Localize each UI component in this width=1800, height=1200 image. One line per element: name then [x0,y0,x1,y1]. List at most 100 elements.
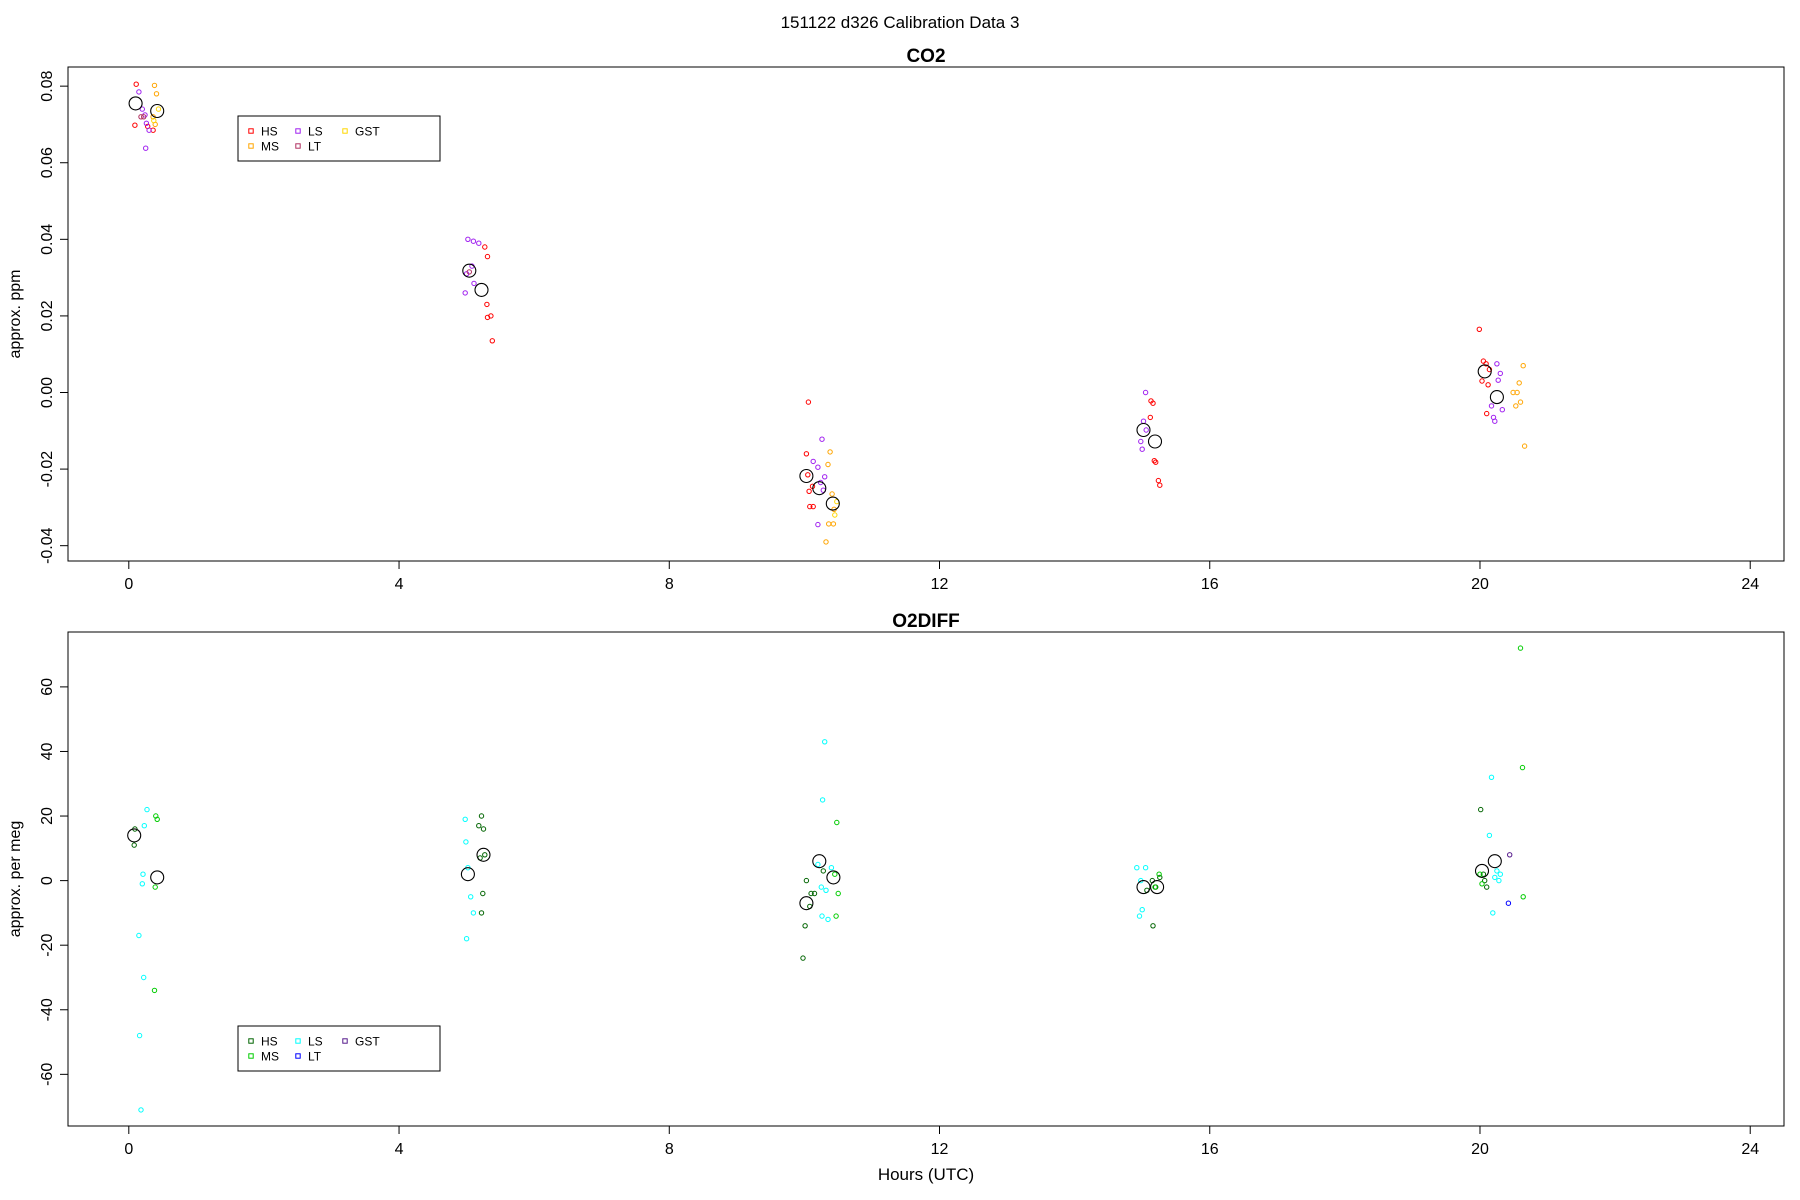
x-tick-label: 12 [931,1141,949,1158]
mean-point [812,481,827,496]
data-point [1494,361,1500,367]
mean-point [128,96,143,111]
data-point [806,488,812,494]
data-point [482,852,488,858]
mean-point [476,847,491,862]
mean-point [460,867,475,882]
data-point [151,987,158,994]
data-point [468,894,474,900]
data-point [810,458,816,465]
data-point [1151,458,1158,464]
x-tick-label: 24 [1741,576,1759,593]
data-point [152,884,158,890]
data-point [1497,370,1504,377]
data-point [1479,378,1485,384]
data-point [819,913,825,919]
data-point [139,881,146,887]
data-point [141,114,147,120]
x-tick-label: 8 [665,576,674,593]
data-point [139,106,146,112]
data-point [1514,389,1520,396]
data-point [827,449,833,455]
legend-swatch [342,128,348,134]
x-tick-label: 24 [1741,1141,1759,1158]
data-point [815,861,821,868]
data-point [462,290,468,296]
data-point [482,244,488,250]
data-point [462,816,468,822]
data-point [805,472,811,478]
plot-frame [67,66,1785,562]
y-tick-label: 20 [39,807,56,825]
x-tick-label: 20 [1471,1141,1489,1158]
data-point [822,739,828,745]
y-tick-label: 0.08 [39,70,56,101]
data-point [1494,868,1500,874]
data-point [1496,877,1502,884]
y-tick-label: 0.00 [39,377,56,408]
data-point [834,819,840,826]
data-point [802,923,808,929]
y-axis-label: approx. per meg [7,821,24,938]
legend-label: LS [308,1035,323,1049]
data-point [1517,645,1524,651]
data-point [1140,418,1147,424]
data-point [823,539,829,545]
data-point [466,269,472,275]
data-point [1143,427,1149,433]
data-point [151,82,158,89]
data-point [465,236,471,243]
x-tick-label: 8 [665,1141,674,1158]
mean-point [127,828,142,843]
mean-point [1477,364,1492,379]
data-point [808,890,814,897]
legend-label: HS [261,1035,278,1049]
data-point [1479,881,1485,887]
data-point [480,890,486,897]
y-tick-label: 0.02 [39,300,56,331]
mean-point [799,896,814,911]
data-point [811,890,818,897]
y-tick-label: -40 [39,998,56,1021]
data-point [822,474,828,480]
data-point [143,145,149,151]
chart-panel-1: CO2 0 4 8 12 16 20 24 -0.04 -0.02 0.00 0.02 0.04 0.06… [7,46,1785,593]
data-point [1139,446,1145,452]
legend-swatch [248,128,254,134]
data-point [1505,900,1512,906]
legend-swatch [248,1038,254,1044]
legend-swatch [342,1038,348,1044]
x-tick-label: 16 [1201,576,1219,593]
data-point [1142,389,1149,396]
legend-swatch [295,128,301,134]
data-point [1480,358,1487,364]
data-point [1499,407,1506,413]
data-point [489,338,495,344]
data-point [153,91,160,97]
data-point [1150,400,1156,406]
data-point [1136,913,1143,919]
data-point [146,127,152,133]
legend-swatch [295,1038,301,1044]
data-point [144,806,150,813]
legend-box [237,115,441,162]
data-point [136,89,142,95]
data-point [1490,910,1496,916]
data-point [810,503,816,510]
data-point [143,120,150,127]
data-point [141,974,147,981]
data-point [463,839,469,845]
data-point [478,910,485,916]
data-point [1482,877,1488,884]
y-tick-label: 60 [39,678,56,696]
data-point [1517,399,1524,405]
data-point [823,887,829,893]
y-tick-label: -0.02 [39,451,56,488]
mean-point [799,468,814,484]
data-point [1516,380,1522,386]
data-point [463,936,470,942]
data-point [826,521,832,527]
legend-label: MS [261,140,279,154]
